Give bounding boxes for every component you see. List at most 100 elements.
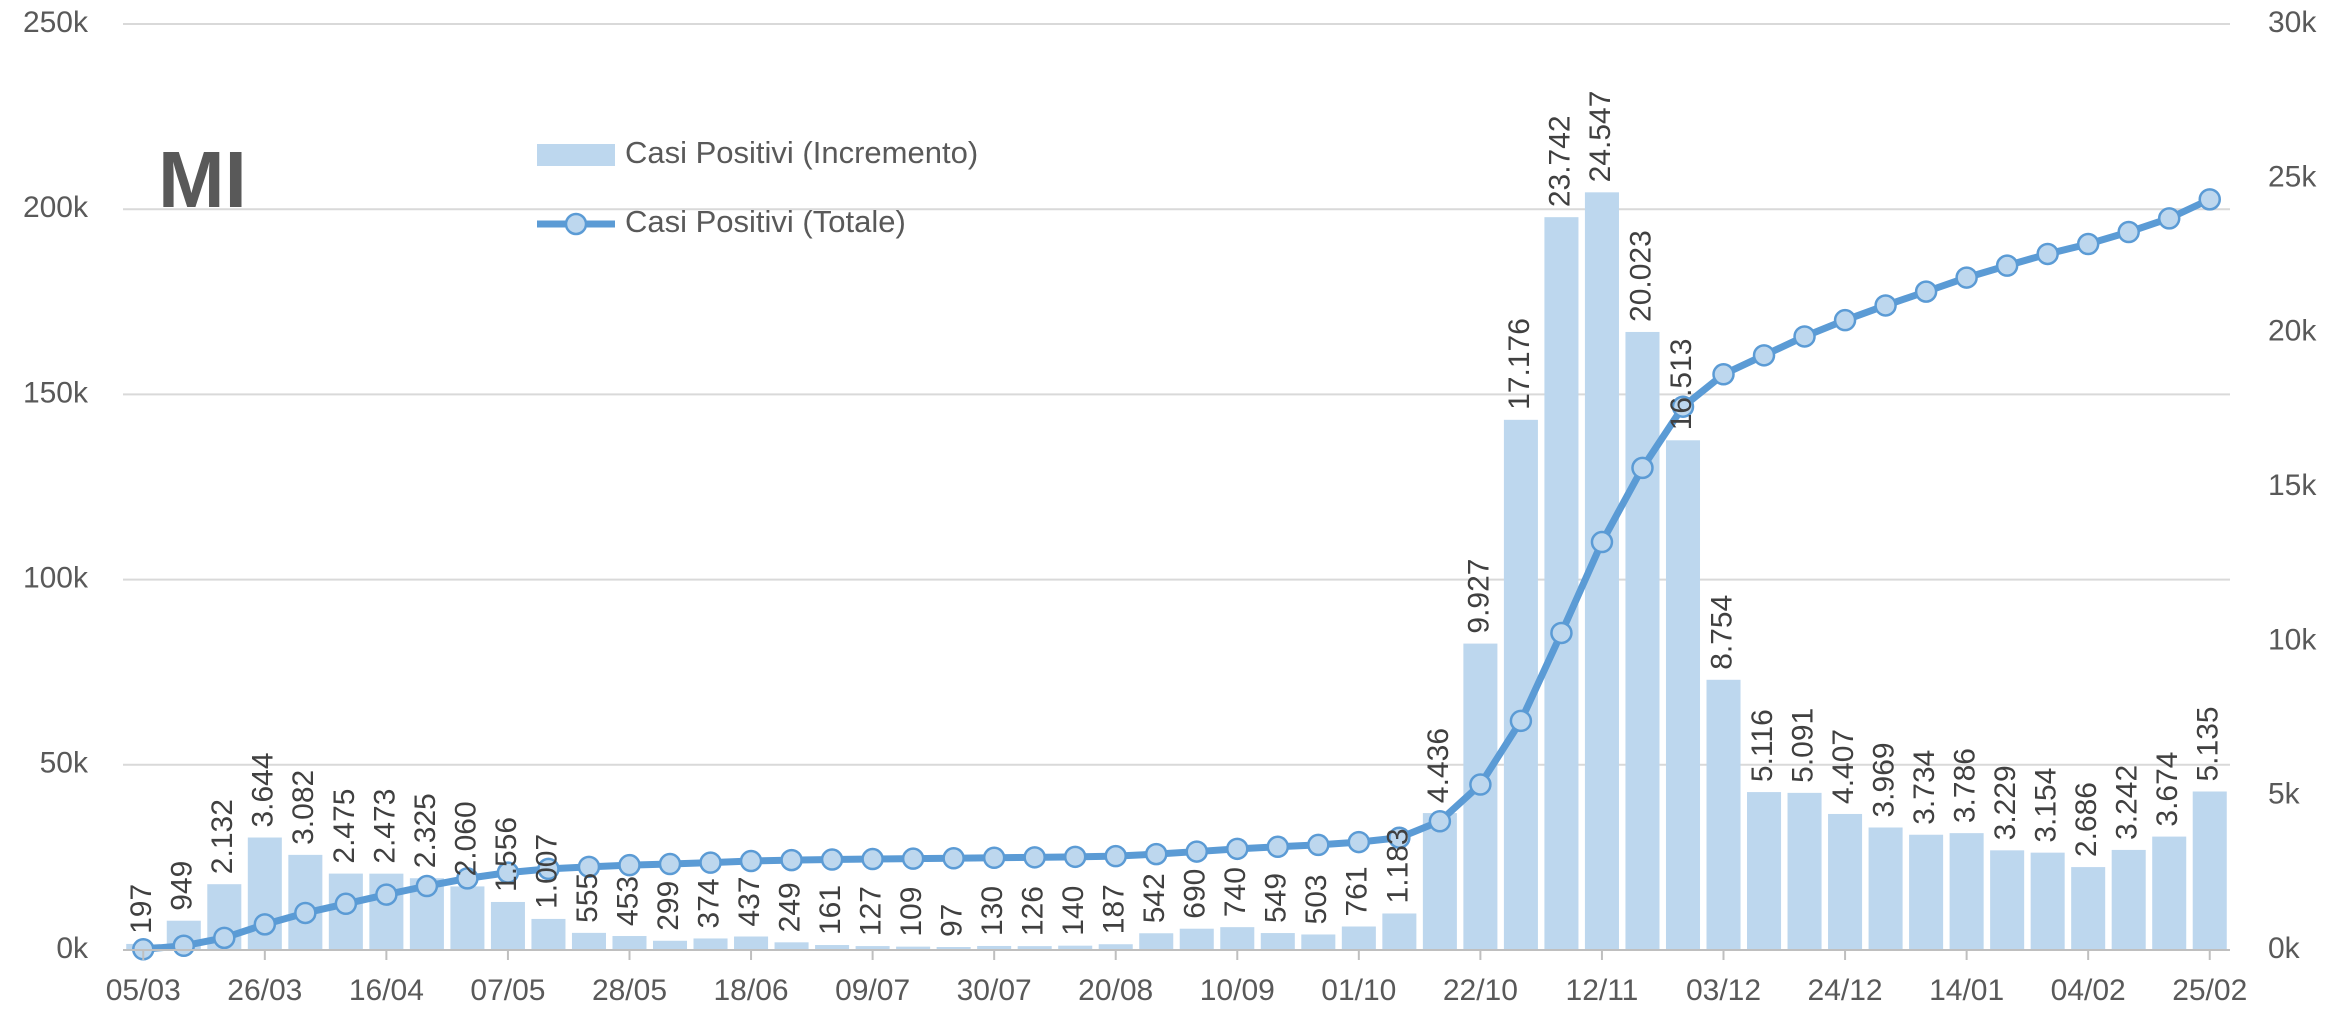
x-tick-label: 10/09 [1200, 974, 1275, 1007]
line-marker [1307, 833, 1330, 857]
bar [1422, 813, 1457, 950]
y2-tick-label: 0k [2268, 932, 2301, 965]
data-label: 5.116 [1746, 709, 1779, 782]
x-tick-label: 25/02 [2172, 974, 2247, 1007]
legend-label: Casi Positivi (Totale) [625, 204, 906, 239]
data-label: 17.176 [1503, 318, 1536, 410]
line-marker [294, 901, 317, 925]
legend-marker [564, 212, 588, 236]
data-label: 3.969 [1868, 742, 1901, 817]
y-tick-label: 200k [23, 191, 89, 224]
line-marker [1671, 395, 1695, 418]
bar [2192, 791, 2227, 950]
bar [1949, 833, 1984, 950]
bar [1220, 927, 1255, 950]
line-marker [1914, 280, 1938, 303]
bar [1868, 827, 1903, 950]
bar [1909, 834, 1944, 950]
data-label: 3.786 [1949, 748, 1982, 823]
data-label: 16.513 [1665, 339, 1698, 431]
line-marker [415, 874, 439, 898]
line-marker [982, 846, 1006, 870]
data-label: 1.556 [490, 817, 523, 892]
line-marker [942, 847, 965, 870]
y-tick-label: 150k [23, 376, 89, 409]
x-tick-label: 05/03 [106, 974, 181, 1007]
line-marker [861, 847, 884, 871]
x-tick-label: 01/10 [1321, 974, 1396, 1007]
data-label: 127 [855, 886, 888, 936]
x-tick-label: 18/06 [714, 974, 789, 1007]
line-marker [253, 913, 277, 936]
y-tick-label: 100k [23, 562, 89, 595]
data-label: 197 [125, 884, 158, 934]
x-tick-label: 30/07 [957, 974, 1032, 1007]
data-label: 3.734 [1908, 750, 1941, 825]
line-marker [1833, 308, 1857, 332]
data-label: 3.229 [1989, 765, 2022, 840]
data-label: 299 [652, 881, 685, 931]
line-marker [1063, 845, 1087, 869]
bar [490, 901, 525, 950]
y2-tick-label: 25k [2268, 160, 2317, 193]
line-marker [739, 849, 763, 873]
data-label: 4.436 [1422, 728, 1455, 803]
y2-tick-label: 15k [2268, 469, 2317, 502]
line-marker [618, 853, 641, 877]
bar [1990, 850, 2025, 950]
bar [2111, 849, 2146, 950]
line-marker [1226, 837, 1249, 861]
line-marker [213, 926, 236, 950]
data-label: 5.135 [2192, 706, 2225, 781]
bar [450, 886, 485, 950]
data-label: 5.091 [1786, 708, 1819, 783]
data-label: 437 [733, 876, 766, 926]
data-label: 4.407 [1827, 729, 1860, 804]
x-tick-label: 14/01 [1929, 974, 2004, 1007]
x-tick-label: 22/10 [1443, 974, 1518, 1007]
data-label: 2.475 [328, 789, 361, 864]
data-label: 20.023 [1624, 230, 1657, 322]
data-label: 542 [1138, 873, 1171, 923]
line-marker [658, 852, 682, 876]
line-marker [2198, 188, 2221, 211]
data-label: 2.473 [368, 789, 401, 864]
line-marker [1023, 846, 1046, 869]
bar [734, 936, 769, 950]
data-label: 187 [1098, 884, 1131, 934]
data-label: 24.547 [1584, 91, 1617, 183]
line-marker [820, 848, 844, 871]
line-marker [2076, 232, 2100, 256]
bar [1260, 933, 1295, 950]
x-tick-label: 04/02 [2051, 974, 2126, 1007]
bar [815, 945, 850, 950]
bar [1706, 679, 1741, 950]
y2-tick-label: 30k [2268, 6, 2317, 39]
data-label: 3.082 [287, 770, 320, 845]
data-label: 161 [814, 885, 847, 935]
bar [896, 946, 931, 950]
line-marker [172, 934, 196, 958]
data-label: 690 [1179, 869, 1212, 919]
line-marker [2036, 242, 2059, 266]
line-marker [1509, 709, 1533, 733]
data-label: 2.686 [2070, 782, 2103, 857]
bar [855, 946, 890, 950]
data-label: 453 [611, 876, 644, 926]
bar [977, 945, 1012, 950]
data-label: 2.060 [449, 801, 482, 876]
bar [1828, 813, 1863, 950]
bar [1787, 792, 1822, 950]
data-label: 3.242 [2111, 765, 2144, 840]
y2-tick-label: 20k [2268, 315, 2317, 348]
line-marker [1266, 835, 1290, 859]
bar [936, 947, 971, 950]
data-label: 249 [773, 882, 806, 932]
data-label: 949 [166, 861, 199, 911]
legend-swatch [537, 144, 615, 166]
data-label: 761 [1341, 866, 1374, 916]
line-marker [1104, 844, 1127, 868]
x-tick-label: 07/05 [470, 974, 545, 1007]
bar [1058, 945, 1093, 950]
